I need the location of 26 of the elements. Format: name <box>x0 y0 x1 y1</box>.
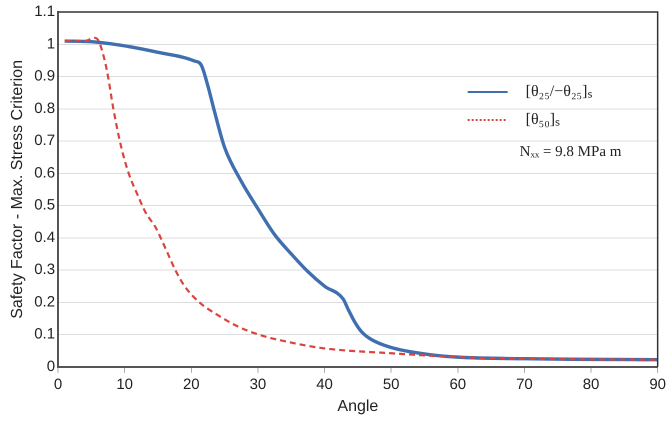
legend-label: [θ₂₅/−θ₂₅]ₛ <box>526 83 592 100</box>
y-tick-label: 1.1 <box>34 3 56 20</box>
legend-label: [θ₅₀]ₛ <box>526 111 560 128</box>
x-tick-label: 80 <box>582 376 600 393</box>
x-axis-title: Angle <box>337 398 378 415</box>
y-tick-label: 0.1 <box>34 326 56 343</box>
y-axis-title: Safety Factor - Max. Stress Criterion <box>9 60 26 319</box>
y-tick-label: 0.5 <box>34 196 56 214</box>
y-tick-label: 0.4 <box>34 228 56 246</box>
y-tick-label: 0 <box>46 358 56 375</box>
x-tick-label: 90 <box>649 376 666 393</box>
y-tick-label: 1 <box>46 35 56 52</box>
y-tick-label: 0.9 <box>34 68 56 85</box>
y-tick-label: 0.6 <box>34 164 56 182</box>
x-tick-label: 30 <box>250 376 266 393</box>
x-tick-label: 60 <box>449 376 466 393</box>
x-tick-label: 50 <box>382 376 400 393</box>
x-tick-label: 10 <box>116 376 134 393</box>
x-tick-label: 20 <box>182 376 200 393</box>
x-tick-label: 40 <box>316 376 333 393</box>
y-tick-label: 0.7 <box>34 132 56 150</box>
x-tick-label: 70 <box>516 376 533 393</box>
y-tick-label: 0.3 <box>34 261 56 278</box>
y-tick-label: 0.8 <box>34 100 56 117</box>
y-tick-label: 0.2 <box>34 293 56 310</box>
annotation: Nₓₓ = 9.8 MPa m <box>520 144 622 160</box>
